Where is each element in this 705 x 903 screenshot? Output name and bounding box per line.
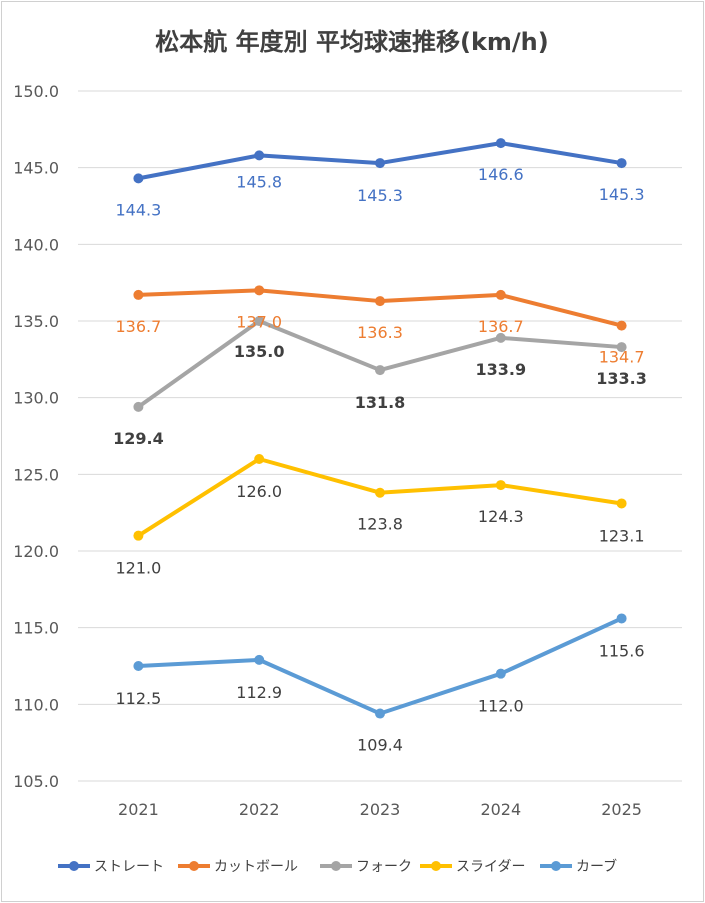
data-label: 144.3 [115,200,161,219]
data-point [616,342,627,353]
data-label: 112.5 [115,689,161,708]
data-label: 121.0 [115,559,161,578]
data-label: 133.3 [596,369,647,388]
y-tick-label: 135.0 [13,312,59,331]
y-tick-label: 120.0 [13,542,59,561]
data-point [495,289,506,300]
data-point [254,285,265,296]
data-label: 145.3 [599,185,645,204]
data-point [375,708,385,719]
x-tick-label: 2025 [601,800,642,819]
data-point [495,332,506,343]
data-point [254,654,265,665]
data-point [616,158,627,169]
x-tick-label: 2023 [360,800,401,819]
data-labels: 144.3 145.8 145.3 146.6 145.3 136.7 137.0 136.3… [113,165,647,754]
y-tick-label: 130.0 [13,389,59,408]
data-point [133,289,144,300]
data-point [375,296,385,307]
legend: ストレート カットボール フォーク スライダー カーブ [58,858,617,875]
legend-item: スライダー [420,859,525,875]
y-axis-ticks: 105.0 110.0 115.0 120.0 125.0 130.0 135.0 140.0… [13,82,59,791]
data-label: 123.8 [357,515,403,534]
y-tick-label: 140.0 [13,235,59,254]
data-point [375,487,385,498]
data-point [254,316,265,326]
data-point [495,480,506,491]
legend-marker [189,861,199,871]
y-tick-label: 125.0 [13,465,59,484]
legend-label: フォーク [356,859,412,875]
data-label: 146.6 [478,165,524,184]
legend-marker [431,861,441,871]
series-group [133,138,627,719]
data-label: 131.8 [355,393,406,412]
data-point [375,158,385,169]
legend-item: カーブ [540,858,617,875]
data-label: 145.8 [236,172,282,191]
data-label: 145.3 [357,186,403,205]
data-label: 136.7 [478,317,524,336]
series-line [136,288,624,328]
data-label: 135.0 [234,342,285,361]
data-label: 136.3 [357,323,403,342]
y-tick-label: 150.0 [13,82,59,101]
data-point [133,173,144,184]
x-tick-label: 2024 [480,800,521,819]
data-label: 109.4 [357,736,403,755]
legend-marker [551,861,561,871]
x-axis-ticks: 2021 2022 2023 2024 2025 [118,800,642,819]
data-point [616,498,627,509]
y-tick-label: 110.0 [13,695,59,714]
data-point [375,365,385,376]
data-point [133,530,144,541]
y-tick-label: 115.0 [13,619,59,638]
legend-item: ストレート [58,859,164,875]
x-tick-label: 2022 [239,800,280,819]
data-label: 133.9 [475,360,526,379]
data-label: 124.3 [478,507,524,526]
data-point [254,454,265,464]
legend-label: ストレート [94,859,164,875]
data-point [133,661,144,671]
legend-label: カーブ [576,858,617,875]
data-label: 112.9 [236,683,282,702]
data-point [616,320,627,331]
data-label: 136.7 [115,317,161,336]
data-label: 134.7 [599,348,645,367]
data-label: 129.4 [113,429,164,448]
data-label: 115.6 [599,641,645,660]
legend-item: カットボール [178,859,298,875]
data-label: 137.0 [236,312,282,331]
y-tick-label: 145.0 [13,159,59,178]
legend-label: スライダー [456,859,525,875]
x-tick-label: 2021 [118,800,159,819]
legend-marker [69,861,79,871]
data-point [495,668,506,679]
data-label: 126.0 [236,482,282,501]
legend-item: フォーク [320,859,412,875]
legend-marker [331,861,341,871]
data-point [616,613,627,624]
data-point [133,401,144,412]
data-label: 123.1 [599,526,645,545]
y-tick-label: 105.0 [13,772,59,791]
chart-title: 松本航 年度別 平均球速推移(km/h) [155,28,548,56]
legend-label: カットボール [214,859,298,875]
data-label: 112.0 [478,697,524,716]
data-point [254,150,265,161]
series-line [136,616,624,716]
data-point [495,138,506,149]
